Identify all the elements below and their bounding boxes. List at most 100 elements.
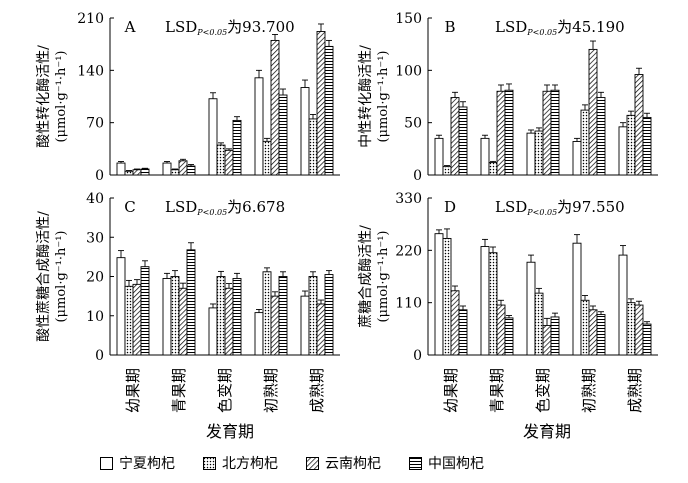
bar: [116, 257, 126, 356]
bar: [618, 126, 628, 176]
bar: [178, 160, 188, 176]
y-axis-label: 中性转化酶活性/: [358, 45, 374, 148]
y-tick-label: 140: [77, 63, 104, 79]
legend-label: 中国枸杞: [428, 456, 484, 472]
lsd-annotation: LSDP<0.05为93.700: [165, 18, 295, 37]
bar: [450, 97, 460, 176]
bar: [216, 276, 226, 356]
bar: [316, 303, 326, 356]
x-tick-label: 成熟期: [626, 368, 644, 413]
panel-A: 0 70 140 210 A LSDP<0.05为93.700 酸性转化酶活性/(μmol·…: [36, 11, 340, 184]
bar: [588, 48, 598, 176]
bar: [580, 109, 590, 176]
bar: [208, 307, 218, 356]
y-axis-unit: (μmol·g⁻¹·h⁻¹): [54, 230, 69, 322]
y-tick-label: 30: [86, 230, 104, 246]
bar: [224, 287, 234, 356]
bar: [550, 316, 560, 356]
bar: [434, 137, 444, 176]
bar: [642, 116, 652, 176]
y-tick-label: 50: [404, 116, 422, 132]
bar: [596, 97, 606, 176]
bar: [140, 168, 150, 176]
legend-item: 北方枸杞: [203, 453, 278, 473]
x-axis-title-right: 发育期: [523, 422, 571, 441]
bar: [232, 278, 242, 356]
bar: [254, 77, 264, 176]
bar: [170, 169, 180, 176]
x-tick-label: 幼果期: [442, 368, 460, 413]
legend-swatch-white: [100, 456, 113, 470]
panel-label: C: [124, 198, 135, 216]
bar: [534, 130, 544, 176]
bar: [458, 309, 468, 356]
x-tick-label: 幼果期: [124, 368, 142, 413]
bar: [642, 323, 652, 356]
bar: [580, 299, 590, 356]
bar: [270, 295, 280, 356]
legend-item: 宁夏枸杞: [100, 453, 175, 473]
x-tick-label: 色变期: [216, 368, 234, 413]
bar: [124, 285, 134, 356]
bar: [324, 45, 334, 176]
bar: [278, 94, 288, 176]
y-axis-unit: (μmol·g⁻¹·h⁻¹): [376, 230, 391, 322]
bar: [132, 283, 142, 356]
panel-D: 0 110 220 330 D LSDP<0.05为97.550 蔗糖合成酶活性/(μmol…: [358, 191, 658, 413]
bar: [458, 106, 468, 176]
bar: [534, 292, 544, 356]
panel-C: 0 10 20 30 40 C LSDP<0.05为6.678 酸性蔗糖合成酶活性/(μmol…: [36, 191, 340, 413]
x-tick-label: 色变期: [534, 368, 552, 413]
bar: [496, 90, 506, 176]
bar: [262, 140, 272, 176]
bar: [278, 276, 288, 356]
y-tick-label: 40: [86, 191, 104, 207]
bar: [526, 261, 536, 356]
y-tick-label: 210: [77, 11, 104, 27]
y-tick-label: 20: [86, 270, 104, 286]
panel-B: 0 50 100 150 B LSDP<0.05为45.190 中性转化酶活性/(μmol·…: [358, 11, 658, 184]
x-tick-label: 初熟期: [262, 368, 280, 413]
lsd-annotation: LSDP<0.05为97.550: [495, 198, 625, 217]
y-tick-label: 70: [86, 116, 104, 132]
bar: [504, 317, 514, 356]
bar: [224, 149, 234, 176]
bar: [542, 90, 552, 176]
bar: [488, 252, 498, 356]
bar: [140, 266, 150, 356]
bar: [634, 74, 644, 176]
bar: [442, 237, 452, 356]
bar: [308, 276, 318, 356]
bar: [316, 31, 326, 176]
y-tick-label: 330: [395, 191, 422, 207]
legend: 宁夏枸杞 北方枸杞 云南枸杞 中国枸杞: [100, 452, 660, 474]
bar: [124, 170, 134, 176]
y-tick-label: 10: [86, 309, 104, 325]
y-tick-label: 220: [395, 243, 422, 259]
lsd-annotation: LSDP<0.05为45.190: [495, 18, 625, 37]
bar: [504, 89, 514, 176]
x-tick-label: 青果期: [488, 368, 506, 413]
legend-label: 云南枸杞: [325, 456, 381, 472]
legend-label: 宁夏枸杞: [119, 456, 175, 472]
bar: [634, 304, 644, 356]
bar: [308, 118, 318, 176]
y-tick-label: 0: [413, 348, 422, 364]
y-axis-label: 酸性蔗糖合成酶活性/: [36, 211, 52, 342]
bar: [186, 165, 196, 176]
lsd-annotation: LSDP<0.05为6.678: [165, 198, 285, 217]
y-tick-label: 150: [395, 11, 422, 27]
bar: [208, 98, 218, 176]
bar: [450, 290, 460, 356]
legend-item: 中国枸杞: [409, 453, 484, 473]
y-tick-label: 100: [395, 63, 422, 79]
y-tick-label: 0: [95, 348, 104, 364]
y-tick-label: 0: [95, 168, 104, 184]
bar: [526, 132, 536, 176]
y-axis-label: 酸性转化酶活性/: [36, 45, 52, 148]
bar: [324, 274, 334, 356]
bar: [262, 271, 272, 356]
bar: [232, 119, 242, 176]
bar: [186, 249, 196, 356]
